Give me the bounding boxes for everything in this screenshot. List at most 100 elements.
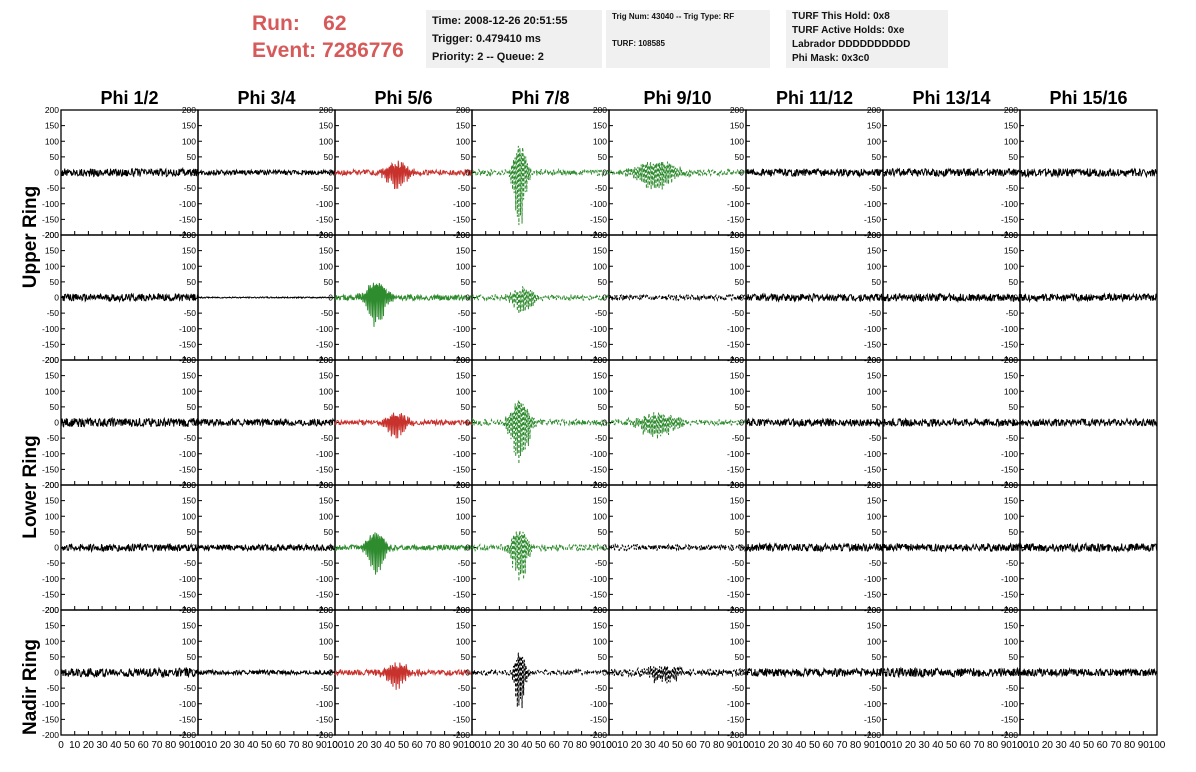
x-tick-label-c5: 20 [631, 740, 643, 751]
y-tick-label-r4-c4: 50 [461, 527, 471, 537]
x-tick-label-c3: 10 [343, 740, 355, 751]
y-tick-label-r5-c5: -200 [590, 730, 607, 740]
x-tick-label-c4: 70 [562, 740, 574, 751]
turf-this-hold-text: TURF This Hold: 0x8 [792, 11, 890, 22]
y-tick-label-r2-c6: 50 [735, 277, 745, 287]
x-tick-label-c3: 50 [398, 740, 410, 751]
x-tick-label-c5: 80 [713, 740, 725, 751]
y-tick-label-r1-c2: 150 [182, 121, 196, 131]
y-tick-label-r1-c1: 0 [54, 168, 59, 178]
y-tick-label-r4-c8: -100 [1001, 574, 1018, 584]
y-tick-label-r3-c8: 200 [1004, 355, 1018, 365]
run-event-box: Run: 62 Event: 7286776 [252, 10, 404, 64]
y-tick-label-r4-c3: 150 [319, 496, 333, 506]
y-tick-label-r3-c2: 150 [182, 371, 196, 381]
x-tick-label-c4: 0 [469, 740, 475, 751]
y-tick-label-r5-c8: -200 [1001, 730, 1018, 740]
y-tick-label-r2-c7: 150 [867, 246, 881, 256]
waveform-r4-c1 [60, 543, 199, 553]
y-tick-label-r5-c5: -150 [590, 714, 607, 724]
y-tick-label-r3-c1: -50 [47, 433, 60, 443]
y-tick-label-r2-c4: -50 [458, 308, 471, 318]
x-tick-label-c4: 30 [508, 740, 520, 751]
y-tick-label-r1-c7: 100 [867, 136, 881, 146]
x-tick-label-c8: 0 [1017, 740, 1023, 751]
y-tick-label-r3-c8: -150 [1001, 464, 1018, 474]
row-group-label-nadir: Nadir Ring [20, 639, 41, 735]
y-tick-label-r3-c4: -50 [458, 433, 471, 443]
x-tick-label-c4: 80 [576, 740, 588, 751]
column-header-7: Phi 13/14 [912, 88, 990, 108]
y-tick-label-r2-c7: 50 [872, 277, 882, 287]
waveform-r4-c6 [745, 542, 884, 553]
waveform-r5-c5 [608, 665, 747, 684]
y-tick-label-r4-c7: 150 [867, 496, 881, 506]
y-tick-label-r3-c5: -150 [590, 464, 607, 474]
y-tick-label-r4-c8: 50 [1009, 527, 1019, 537]
run-value: 62 [323, 12, 347, 35]
y-tick-label-r3-c3: 50 [324, 402, 334, 412]
turf-info-box: TURF This Hold: 0x8 TURF Active Holds: 0… [786, 10, 948, 68]
event-row: Event: 7286776 [252, 37, 404, 64]
y-tick-label-r5-c6: -200 [727, 730, 744, 740]
x-tick-label-c1: 10 [69, 740, 81, 751]
y-tick-label-r5-c7: -100 [864, 699, 881, 709]
x-tick-label-c3: 30 [371, 740, 383, 751]
y-tick-label-r4-c5: -100 [590, 574, 607, 584]
x-tick-label-c8: 30 [1056, 740, 1068, 751]
waveform-r4-c5 [608, 542, 747, 553]
y-tick-label-r4-c6: 50 [735, 527, 745, 537]
y-tick-label-r4-c7: 50 [872, 527, 882, 537]
y-tick-label-r5-c2: -100 [179, 699, 196, 709]
y-tick-label-r3-c2: -50 [184, 433, 197, 443]
y-tick-label-r2-c3: 150 [319, 246, 333, 256]
y-tick-label-r3-c5: -50 [595, 433, 608, 443]
trigger-text: Trigger: 0.479410 ms [432, 33, 541, 45]
y-tick-label-r1-c2: 0 [191, 168, 196, 178]
waveform-r4-c8 [1019, 541, 1158, 554]
y-tick-label-r1-c6: 150 [730, 121, 744, 131]
y-tick-label-r5-c1: 150 [45, 621, 59, 631]
y-tick-label-r3-c2: 50 [187, 402, 197, 412]
x-tick-label-c1: 0 [58, 740, 64, 751]
y-tick-label-r2-c6: -150 [727, 339, 744, 349]
y-tick-label-r5-c3: 150 [319, 621, 333, 631]
x-tick-label-c6: 100 [875, 740, 892, 751]
y-tick-label-r5-c5: 0 [602, 668, 607, 678]
y-tick-label-r1-c5: -100 [590, 199, 607, 209]
y-tick-label-r4-c5: 200 [593, 480, 607, 490]
y-tick-label-r4-c6: 200 [730, 480, 744, 490]
y-tick-label-r4-c1: 150 [45, 496, 59, 506]
x-tick-label-c1: 50 [124, 740, 136, 751]
y-tick-label-r5-c1: -150 [42, 714, 59, 724]
waveform-r5-c4 [471, 652, 610, 709]
y-tick-label-r4-c4: -100 [453, 574, 470, 584]
waveform-r3-c4 [471, 400, 610, 464]
event-value: 7286776 [322, 39, 404, 62]
y-tick-label-r1-c3: 100 [319, 136, 333, 146]
waveform-r2-c1 [60, 292, 199, 304]
y-tick-label-r2-c6: -100 [727, 324, 744, 334]
x-tick-label-c3: 100 [464, 740, 481, 751]
y-tick-label-r2-c4: 0 [465, 293, 470, 303]
y-tick-label-r1-c7: -50 [869, 183, 882, 193]
y-tick-label-r4-c2: -100 [179, 574, 196, 584]
waveform-r1-c6 [745, 167, 884, 178]
y-tick-label-r2-c5: -100 [590, 324, 607, 334]
y-tick-label-r2-c7: -50 [869, 308, 882, 318]
y-tick-label-r1-c7: 50 [872, 152, 882, 162]
y-tick-label-r1-c7: 0 [876, 168, 881, 178]
y-tick-label-r3-c2: -100 [179, 449, 196, 459]
y-tick-label-r3-c4: 0 [465, 418, 470, 428]
y-tick-label-r1-c2: -150 [179, 214, 196, 224]
y-tick-label-r4-c3: 200 [319, 480, 333, 490]
x-tick-label-c1: 100 [190, 740, 207, 751]
y-tick-label-r1-c7: -150 [864, 214, 881, 224]
y-tick-label-r2-c6: 200 [730, 230, 744, 240]
x-tick-label-c4: 60 [549, 740, 561, 751]
x-tick-label-c2: 90 [316, 740, 328, 751]
y-tick-label-r1-c2: 50 [187, 152, 197, 162]
y-tick-label-r5-c4: 100 [456, 636, 470, 646]
x-tick-label-c5: 0 [606, 740, 612, 751]
